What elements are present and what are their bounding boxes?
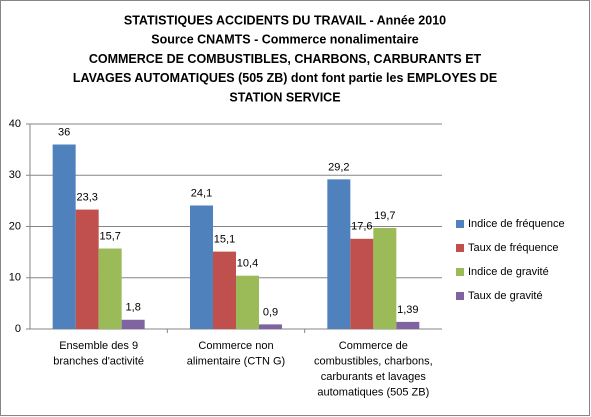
chart-title: LAVAGES AUTOMATIQUES (505 ZB) dont font … [73,71,497,85]
legend-swatch [456,292,464,300]
bar [327,179,351,329]
chart-title: COMMERCE DE COMBUSTIBLES, CHARBONS, CARB… [89,52,482,66]
legend-label: Taux de fréquence [468,242,559,254]
y-tick-label: 0 [15,323,21,335]
legend-swatch [456,244,464,252]
bar [75,209,99,329]
x-tick-label: alimentaire (CTN G) [187,355,285,367]
value-label: 15,1 [214,234,235,246]
y-tick-label: 30 [9,169,21,181]
legend-label: Taux de gravité [468,290,543,302]
value-label: 10,4 [237,258,258,270]
value-label: 1,39 [397,304,418,316]
x-tick-label: automatiques (505 ZB) [317,386,429,398]
bar [190,205,213,329]
bar [396,321,420,329]
x-tick-label: Commerce non [198,340,273,352]
value-label: 0,9 [263,306,278,318]
y-tick-label: 20 [9,220,21,232]
x-tick-label: Ensemble des 9 [59,340,138,352]
legend-label: Indice de gravité [468,266,549,278]
value-label: 17,6 [351,221,372,233]
legend-swatch [456,220,464,228]
bar [213,251,236,329]
chart-title: STATION SERVICE [229,90,340,104]
value-label: 36 [58,126,70,138]
y-tick-label: 40 [9,118,21,130]
chart-title: Source CNAMTS - Commerce nonalimentaire [151,33,418,47]
value-label: 19,7 [374,210,395,222]
value-label: 1,8 [126,302,141,314]
chart-title: STATISTIQUES ACCIDENTS DU TRAVAIL - Anné… [124,13,446,27]
value-label: 29,2 [328,161,349,173]
bar [373,228,397,329]
y-tick-label: 10 [9,272,21,284]
x-tick-label: carburants et lavages [321,371,427,383]
legend-swatch [456,268,464,276]
x-tick-label: Commerce de [339,340,408,352]
bar [98,248,122,329]
value-label: 24,1 [191,187,212,199]
bar [236,275,259,329]
value-label: 15,7 [99,230,120,242]
bar [121,319,145,329]
bar [350,238,374,329]
bar [52,144,76,329]
value-label: 23,3 [76,191,97,203]
bar [259,324,282,329]
legend-label: Indice de fréquence [468,218,565,230]
x-tick-label: branches d'activité [53,355,144,367]
x-tick-label: combustibles, charbons, [314,355,433,367]
